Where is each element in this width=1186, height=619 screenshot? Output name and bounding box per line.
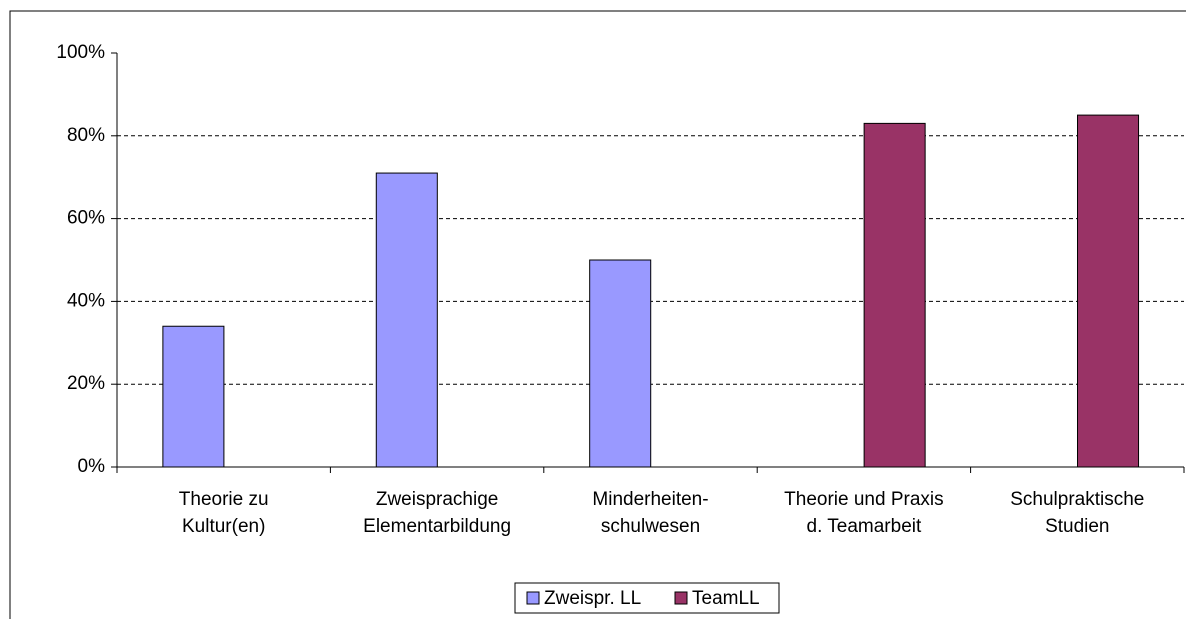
- legend-swatch: [674, 591, 688, 605]
- x-tick-label: schulwesen: [601, 516, 700, 537]
- y-tick-label: 60%: [67, 208, 105, 229]
- chart-frame: [9, 10, 1186, 619]
- x-tick-label: Theorie zu: [179, 489, 269, 510]
- y-tick-label: 40%: [67, 290, 105, 311]
- x-tick-label: Kultur(en): [182, 516, 265, 537]
- x-tick-label: Zweisprachige: [376, 489, 499, 510]
- y-tick-label: 0%: [78, 456, 106, 477]
- y-tick-label: 100%: [56, 42, 105, 63]
- x-tick-label: d. Teamarbeit: [807, 516, 922, 537]
- y-tick-label: 20%: [67, 373, 105, 394]
- bar: [863, 122, 926, 468]
- x-tick-label: Elementarbildung: [363, 516, 511, 537]
- legend: [514, 582, 780, 614]
- bar: [375, 172, 438, 468]
- bar: [1077, 114, 1140, 468]
- legend-swatch: [526, 591, 540, 605]
- y-tick-label: 80%: [67, 125, 105, 146]
- legend-label: TeamLL: [692, 588, 760, 609]
- bar: [162, 325, 225, 468]
- legend-label: Zweispr. LL: [544, 588, 641, 609]
- x-tick-label: Schulpraktische: [1010, 489, 1144, 510]
- x-tick-label: Theorie und Praxis: [784, 489, 943, 510]
- x-tick-label: Minderheiten-: [592, 489, 708, 510]
- bar: [589, 259, 652, 468]
- x-tick-label: Studien: [1045, 516, 1109, 537]
